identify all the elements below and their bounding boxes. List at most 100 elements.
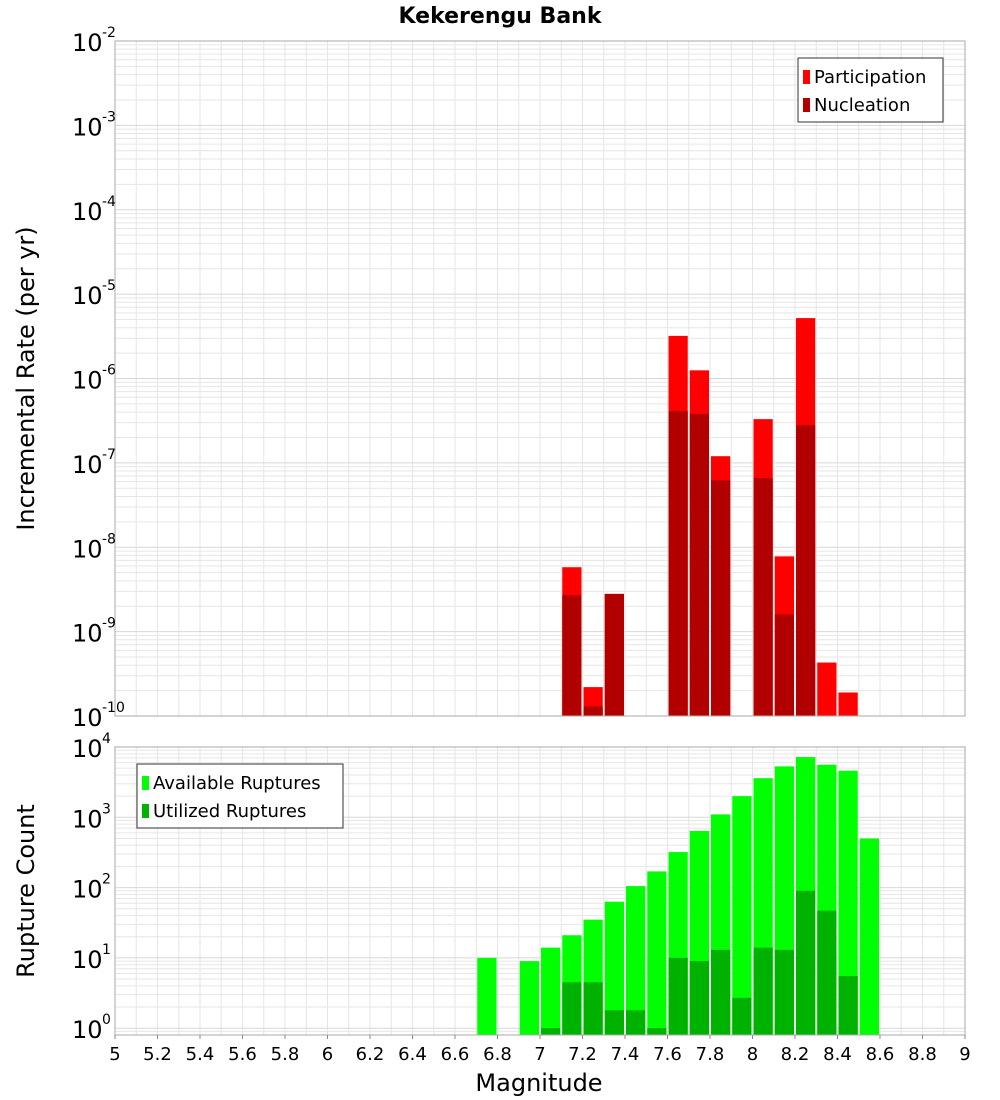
x-tick-label: 8.2 xyxy=(781,1044,810,1065)
count-y-tick-exponent: 4 xyxy=(102,731,111,747)
rate-y-tick-exponent: -9 xyxy=(102,616,116,632)
rate-y-tick-label: 10 xyxy=(72,367,103,395)
rate-y-tick-label: 10 xyxy=(72,451,103,479)
utilized-ruptures-bar xyxy=(668,957,688,1035)
available-ruptures-bar xyxy=(541,947,561,1035)
nucleation-bar xyxy=(711,480,731,716)
x-tick-label: 7.2 xyxy=(568,1044,597,1065)
rate-y-tick-exponent: -7 xyxy=(102,447,116,463)
utilized-ruptures-bar xyxy=(562,982,582,1035)
available-ruptures-bar xyxy=(647,871,667,1035)
available-ruptures-bar xyxy=(519,961,539,1035)
count-bars xyxy=(477,757,879,1035)
rate-plot-border xyxy=(114,40,966,717)
available-ruptures-bar xyxy=(604,901,624,1035)
nucleation-bar xyxy=(668,411,688,716)
x-tick-label: 6 xyxy=(322,1044,333,1065)
rate-y-tick-exponent: -10 xyxy=(102,700,125,716)
nucleation-legend-label: Nucleation xyxy=(814,95,910,116)
count-y-tick-label: 10 xyxy=(72,876,103,904)
rate-y-tick-label: 10 xyxy=(72,29,103,57)
utilized-ruptures-bar xyxy=(753,947,773,1035)
rate-panel: 10-210-310-410-510-610-710-810-910-10 In… xyxy=(12,25,966,732)
x-tick-label: 6.2 xyxy=(356,1044,385,1065)
count-y-tick-label: 10 xyxy=(72,805,103,833)
x-tick-label: 8.6 xyxy=(866,1044,895,1065)
utilized-ruptures-bar xyxy=(838,976,858,1035)
rate-legend-box xyxy=(797,57,944,123)
count-y-tick-label: 10 xyxy=(72,735,103,763)
utilized-ruptures-bar xyxy=(711,949,731,1035)
count-y-tick-label: 10 xyxy=(72,1016,103,1044)
utilized-ruptures-bar xyxy=(732,997,752,1035)
utilized-ruptures-bar xyxy=(689,961,709,1035)
magnitude-x-ticks: 5 5.2 5.4 5.6 5.8 6 6.2 6.4 6.6 6.8 7 7.2 7.4 7.6 7.8 8… xyxy=(109,1035,971,1065)
x-tick-label: 7.6 xyxy=(653,1044,682,1065)
available-ruptures-bar xyxy=(732,796,752,1035)
count-legend-box xyxy=(136,763,344,829)
count-y-tick-label: 10 xyxy=(72,946,103,974)
nucleation-bar xyxy=(604,593,624,716)
nucleation-bar xyxy=(689,413,709,716)
utilized-ruptures-bar xyxy=(541,1028,561,1035)
x-axis-label: Magnitude xyxy=(475,1069,602,1097)
x-tick-label: 8 xyxy=(747,1044,758,1065)
utilized-ruptures-bar xyxy=(583,982,603,1035)
nucleation-legend-swatch xyxy=(803,98,810,112)
participation-bar xyxy=(838,692,858,716)
utilized-ruptures-bar xyxy=(796,890,816,1035)
nucleation-bar xyxy=(796,425,816,716)
x-tick-label: 7.4 xyxy=(611,1044,640,1065)
available-ruptures-bar xyxy=(477,957,497,1035)
rate-y-tick-exponent: -5 xyxy=(102,278,116,294)
count-y-tick-exponent: 3 xyxy=(102,801,111,817)
x-tick-label: 6.6 xyxy=(441,1044,470,1065)
utilized-ruptures-bar xyxy=(774,949,794,1035)
rate-y-tick-label: 10 xyxy=(72,620,103,648)
x-tick-label: 8.8 xyxy=(908,1044,937,1065)
rate-y-ticks: 10-210-310-410-510-610-710-810-910-10 xyxy=(72,25,125,732)
participation-legend-label: Participation xyxy=(814,67,926,88)
utilized-ruptures-legend-swatch xyxy=(142,804,149,818)
nucleation-bar xyxy=(774,614,794,716)
utilized-ruptures-bar xyxy=(647,1028,667,1035)
count-y-tick-exponent: 0 xyxy=(102,1012,111,1028)
rate-y-tick-exponent: -6 xyxy=(102,363,116,379)
utilized-ruptures-bar xyxy=(817,910,837,1035)
participation-legend-swatch xyxy=(803,70,810,84)
available-ruptures-bar xyxy=(626,886,646,1035)
x-tick-label: 9 xyxy=(959,1044,970,1065)
rate-bars xyxy=(562,318,858,716)
x-tick-label: 5 xyxy=(109,1044,120,1065)
x-tick-label: 5.4 xyxy=(186,1044,215,1065)
rate-y-tick-exponent: -3 xyxy=(102,109,116,125)
chart-title: Kekerengu Bank xyxy=(399,4,603,29)
count-y-tick-exponent: 2 xyxy=(102,872,111,888)
x-tick-label: 8.4 xyxy=(823,1044,852,1065)
utilized-ruptures-legend-label: Utilized Ruptures xyxy=(153,801,306,822)
rate-y-tick-exponent: -8 xyxy=(102,531,116,547)
x-tick-label: 7.8 xyxy=(696,1044,725,1065)
x-tick-label: 5.8 xyxy=(271,1044,300,1065)
x-tick-label: 5.6 xyxy=(228,1044,257,1065)
nucleation-bar xyxy=(562,595,582,716)
x-tick-label: 6.4 xyxy=(398,1044,427,1065)
utilized-ruptures-bar xyxy=(604,1010,624,1035)
rate-y-tick-label: 10 xyxy=(72,282,103,310)
x-tick-label: 7 xyxy=(534,1044,545,1065)
rate-gridlines xyxy=(114,40,966,717)
available-ruptures-bar xyxy=(859,838,879,1035)
x-tick-label: 6.8 xyxy=(483,1044,512,1065)
utilized-ruptures-bar xyxy=(626,1010,646,1035)
rate-y-tick-label: 10 xyxy=(72,704,103,732)
rate-y-tick-exponent: -4 xyxy=(102,194,116,210)
available-ruptures-bar xyxy=(838,770,858,1035)
rate-y-axis-label: Incremental Rate (per yr) xyxy=(12,226,40,530)
x-tick-label: 5.2 xyxy=(143,1044,172,1065)
count-legend: Available Ruptures Utilized Ruptures xyxy=(136,763,344,829)
nucleation-bar xyxy=(753,478,773,716)
rate-y-tick-label: 10 xyxy=(72,113,103,141)
